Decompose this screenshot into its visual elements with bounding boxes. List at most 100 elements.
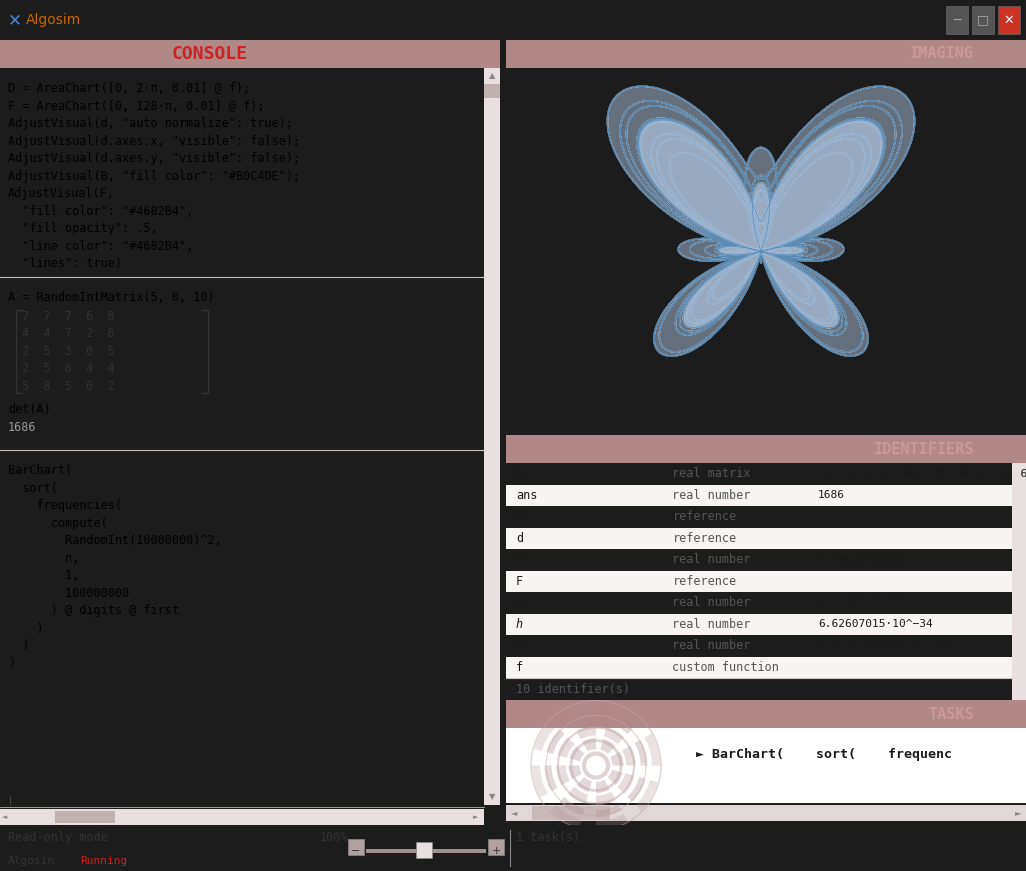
Bar (55, 811, 115, 823)
Text: ): ) (8, 657, 15, 670)
Text: real number: real number (672, 489, 751, 502)
Text: IMAGING: IMAGING (910, 46, 974, 62)
Text: ◄: ◄ (2, 814, 7, 820)
Text: "line color": "#4682B4",: "line color": "#4682B4", (8, 240, 193, 253)
Bar (506, 40, 1026, 68)
Bar (506, 700, 1026, 728)
Text: 10 identifier(s): 10 identifier(s) (516, 683, 630, 696)
Bar (946, 6, 968, 34)
Bar (506, 528, 1012, 549)
Text: "fill opacity": .5,: "fill opacity": .5, (8, 222, 158, 235)
Polygon shape (639, 120, 883, 327)
Text: reference: reference (672, 510, 737, 523)
Text: ) @ digits @ first: ) @ digits @ first (8, 604, 179, 618)
Text: d: d (516, 532, 523, 544)
Text: AdjustVisual(F,: AdjustVisual(F, (8, 187, 115, 200)
Text: 6.62607015·10^−34: 6.62607015·10^−34 (818, 619, 933, 629)
Text: |: | (8, 796, 13, 805)
Text: ►: ► (1015, 808, 1021, 818)
Text: compute(: compute( (8, 517, 108, 530)
Text: ans: ans (516, 489, 538, 502)
Text: reference: reference (672, 532, 737, 544)
Text: AdjustVisual(d, "auto normalize": true);: AdjustVisual(d, "auto normalize": true); (8, 117, 293, 130)
Text: Read-only mode: Read-only mode (8, 832, 108, 844)
Text: 100000000: 100000000 (8, 587, 129, 600)
Text: 2.71828182846: 2.71828182846 (818, 555, 906, 564)
Text: f: f (516, 661, 523, 674)
Text: IDENTIFIERS: IDENTIFIERS (873, 442, 974, 456)
Bar (532, 806, 610, 820)
Text: 1686: 1686 (8, 421, 37, 434)
Text: ħ: ħ (516, 639, 523, 652)
Bar (506, 805, 1026, 821)
Bar (1012, 463, 1026, 700)
Bar (416, 842, 432, 858)
Text: π: π (516, 597, 523, 609)
Text: 100%: 100% (320, 832, 349, 844)
Text: AdjustVisual(B, "fill color": "#B0C4DE");: AdjustVisual(B, "fill color": "#B0C4DE")… (8, 170, 301, 183)
Text: 4  4  7  2  6: 4 4 7 2 6 (22, 327, 115, 341)
Bar (348, 839, 364, 855)
Text: 3.14159265359: 3.14159265359 (818, 598, 906, 608)
Bar (484, 68, 500, 805)
Text: ─: ─ (953, 13, 960, 26)
Text: real number: real number (672, 639, 751, 652)
Text: (7, 7, 7, 6, 0), (4, 4, 7, 2, 6), (2, 5, 3, 0, 5...: (7, 7, 7, 6, 0), (4, 4, 7, 2, 6), (2, 5,… (818, 469, 1026, 479)
Text: CONSOLE: CONSOLE (172, 45, 248, 63)
Bar (366, 848, 486, 853)
Text: real matrix: real matrix (672, 467, 751, 480)
Text: real number: real number (672, 553, 751, 566)
Text: ): ) (8, 639, 30, 652)
Text: 1.05457181765·10^−34: 1.05457181765·10^−34 (818, 641, 953, 651)
Text: ◄: ◄ (511, 808, 517, 818)
Bar (488, 839, 504, 855)
Text: +: + (491, 846, 501, 856)
Text: −: − (351, 846, 361, 856)
Text: F = AreaChart([0, 128·π, 0.01] @ f);: F = AreaChart([0, 128·π, 0.01] @ f); (8, 99, 265, 112)
Bar (506, 657, 1012, 678)
Bar (0, 40, 500, 68)
Text: frequencies(: frequencies( (8, 499, 122, 512)
Text: ✕: ✕ (1003, 13, 1015, 26)
Text: RandomInt(10000000)^2,: RandomInt(10000000)^2, (8, 534, 222, 547)
Text: real number: real number (672, 618, 751, 631)
Text: BarChart(: BarChart( (8, 464, 72, 477)
Text: sort(: sort( (8, 482, 57, 495)
Text: 2  5  3  0  5: 2 5 3 0 5 (22, 345, 115, 358)
Text: ▼: ▼ (488, 793, 496, 801)
Text: ► BarChart(    sort(    frequenc: ► BarChart( sort( frequenc (696, 747, 952, 760)
Text: real number: real number (672, 597, 751, 609)
Bar (506, 728, 1026, 803)
Text: TASKS: TASKS (929, 706, 974, 721)
Text: 5  8  5  0  2: 5 8 5 0 2 (22, 380, 115, 393)
Bar (506, 571, 1012, 592)
Text: e: e (516, 553, 523, 566)
Polygon shape (607, 86, 914, 356)
Text: □: □ (977, 13, 989, 26)
Text: 2  5  6  4  4: 2 5 6 4 4 (22, 362, 115, 375)
Text: "lines": true): "lines": true) (8, 257, 122, 270)
Text: 1686: 1686 (818, 490, 845, 500)
Text: A: A (516, 467, 523, 480)
Text: F: F (516, 575, 523, 588)
Text: AdjustVisual(d.axes.y, "visible": false);: AdjustVisual(d.axes.y, "visible": false)… (8, 152, 301, 165)
Text: "fill color": "#4682B4",: "fill color": "#4682B4", (8, 205, 193, 218)
Text: A = RandomIntMatrix(5, 0, 10): A = RandomIntMatrix(5, 0, 10) (8, 291, 214, 303)
Text: reference: reference (672, 575, 737, 588)
Bar (506, 613, 1012, 635)
Bar (506, 435, 1026, 463)
Text: D = AreaChart([0, 2·π, 0.01] @ f);: D = AreaChart([0, 2·π, 0.01] @ f); (8, 82, 250, 95)
Text: 7  7  7  6  0: 7 7 7 6 0 (22, 310, 115, 323)
Text: h: h (516, 618, 523, 631)
Bar (484, 84, 500, 98)
Bar (998, 6, 1020, 34)
Text: Algosim: Algosim (26, 13, 81, 27)
Text: ►: ► (473, 814, 479, 820)
Text: det(A): det(A) (8, 403, 50, 416)
Text: custom function: custom function (672, 661, 780, 674)
Text: 1,: 1, (8, 570, 79, 582)
Bar (972, 6, 994, 34)
Text: ): ) (8, 622, 44, 635)
Text: ✕: ✕ (8, 11, 22, 29)
Text: B: B (516, 510, 523, 523)
